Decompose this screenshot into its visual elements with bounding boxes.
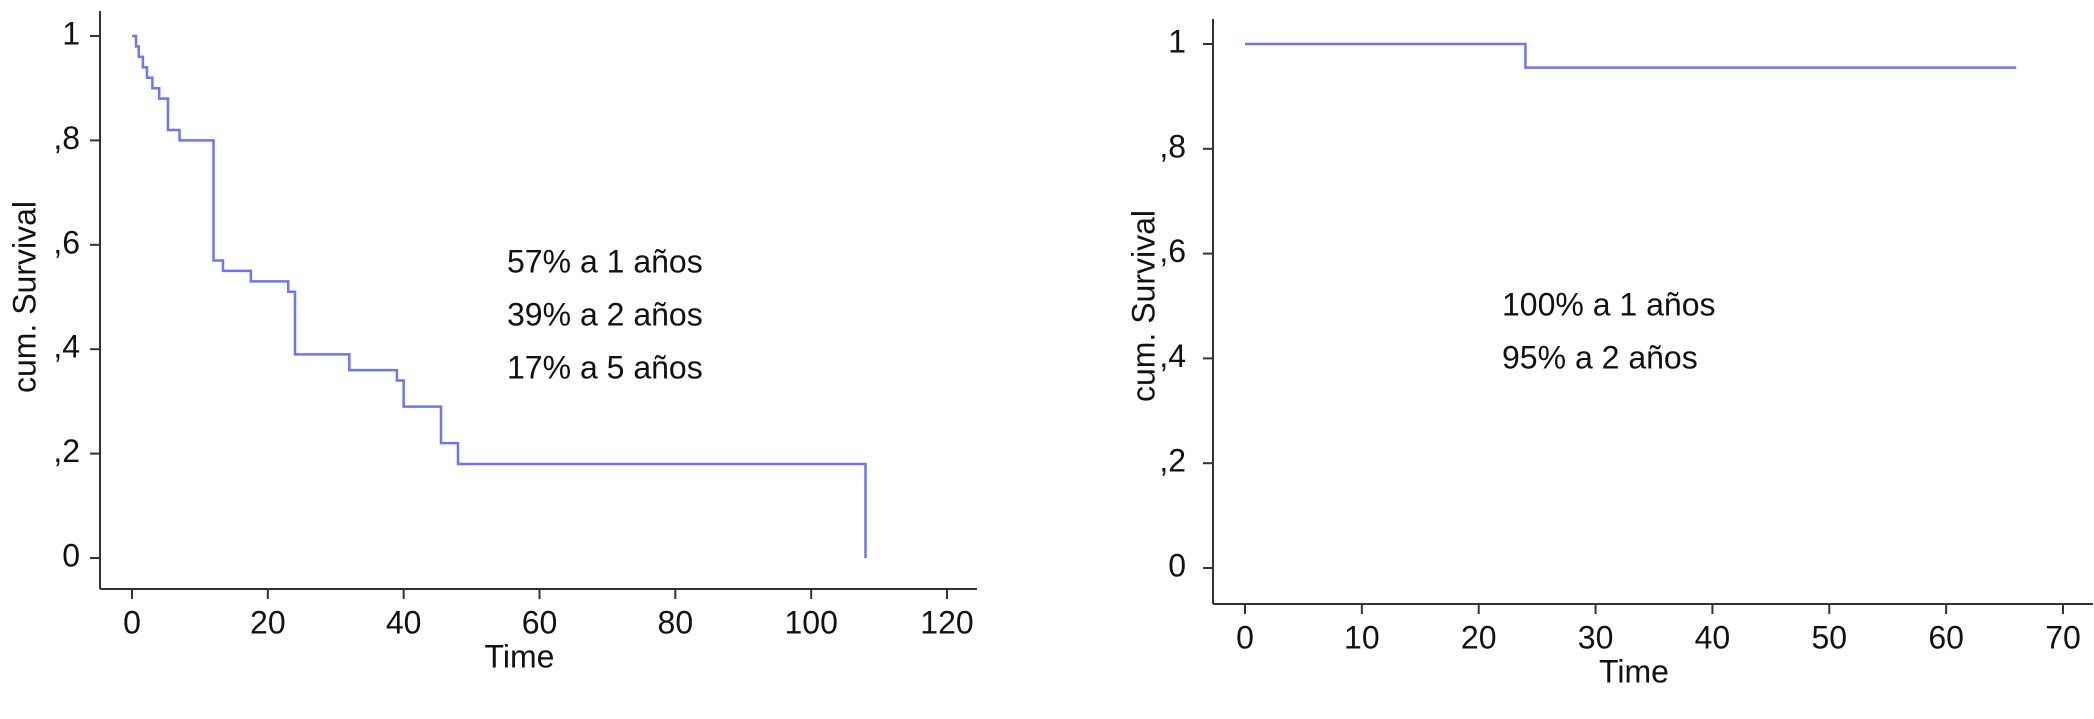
annotation: 95% a 2 años <box>1502 339 1698 375</box>
y-tick-label: ,2 <box>1159 443 1186 479</box>
x-tick-label: 50 <box>1811 619 1847 655</box>
x-tick-label: 10 <box>1344 619 1380 655</box>
y-tick-label: ,4 <box>53 329 80 365</box>
y-tick-label: ,2 <box>53 433 80 469</box>
y-axis-label: cum. Survival <box>6 201 42 393</box>
survival-curve <box>1245 42 2017 69</box>
annotation: 57% a 1 años <box>507 243 703 279</box>
annotation: 17% a 5 años <box>507 349 703 385</box>
x-tick-label: 80 <box>658 604 694 640</box>
annotation: 39% a 2 años <box>507 296 703 332</box>
survival-curve <box>132 34 867 558</box>
y-tick-label: 0 <box>62 537 80 573</box>
x-tick-label: 0 <box>123 604 141 640</box>
y-tick-label: ,6 <box>53 224 80 260</box>
x-tick-label: 0 <box>1236 619 1254 655</box>
x-tick-label: 40 <box>386 604 422 640</box>
y-axis-label: cum. Survival <box>1125 210 1161 402</box>
x-axis-label: Time <box>485 638 555 674</box>
x-tick-label: 40 <box>1695 619 1731 655</box>
x-tick-label: 30 <box>1578 619 1614 655</box>
y-tick-label: ,4 <box>1159 338 1186 374</box>
x-tick-label: 60 <box>522 604 558 640</box>
x-tick-label: 100 <box>784 604 837 640</box>
annotation: 100% a 1 años <box>1502 286 1716 322</box>
x-tick-label: 60 <box>1928 619 1964 655</box>
y-tick-label: 0 <box>1168 547 1186 583</box>
x-tick-label: 70 <box>2045 619 2081 655</box>
y-tick-label: ,6 <box>1159 233 1186 269</box>
x-axis-label: Time <box>1599 653 1669 689</box>
y-tick-label: ,8 <box>1159 128 1186 164</box>
x-tick-label: 20 <box>1461 619 1497 655</box>
x-tick-label: 120 <box>920 604 973 640</box>
y-tick-label: 1 <box>62 15 80 51</box>
y-tick-label: ,8 <box>53 120 80 156</box>
y-tick-label: 1 <box>1168 23 1186 59</box>
x-tick-label: 20 <box>250 604 286 640</box>
